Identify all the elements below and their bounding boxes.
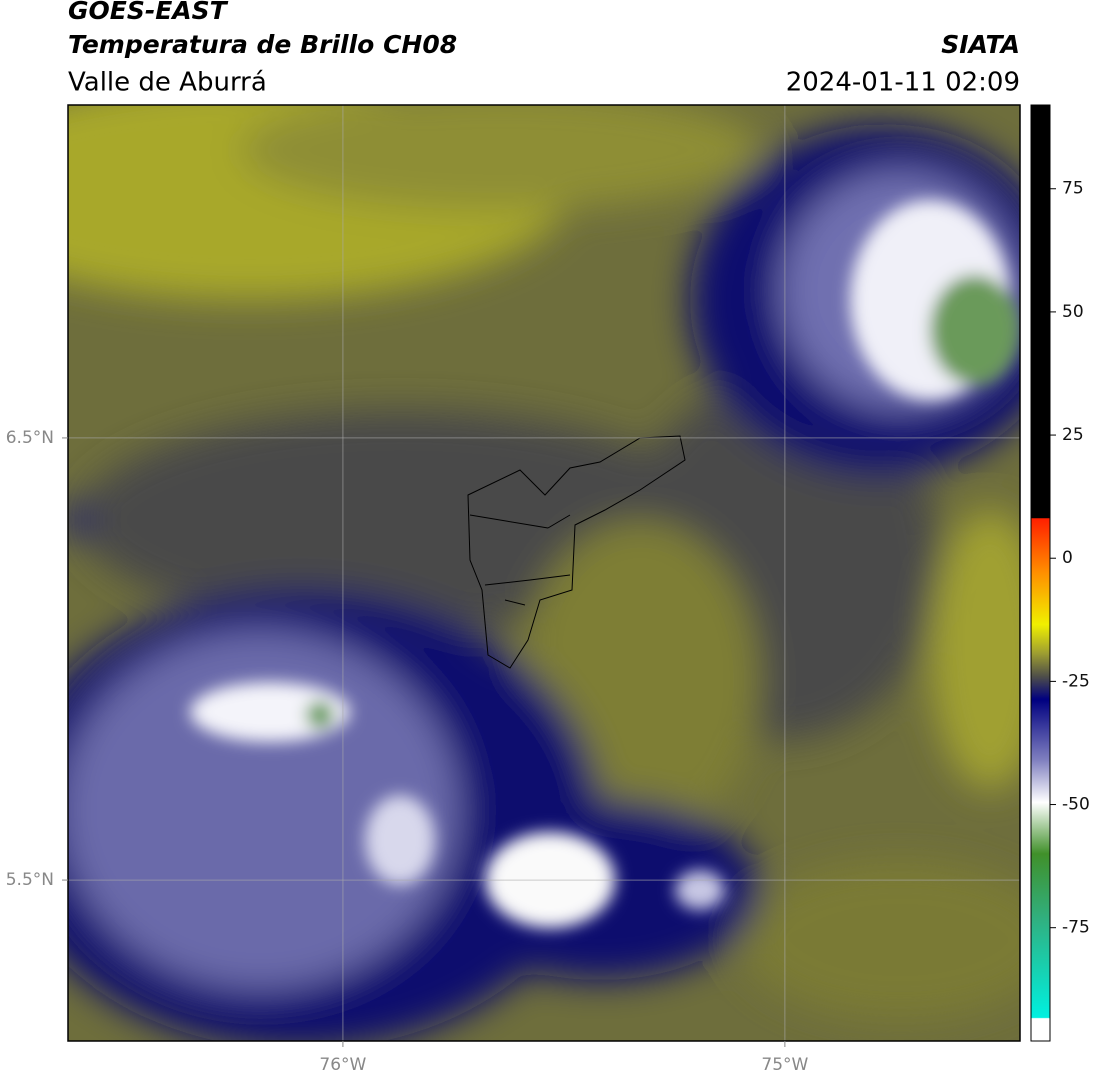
y-tick-label: 6.5°N xyxy=(6,428,54,448)
colorbar-tick-label: -75 xyxy=(1062,918,1090,938)
x-tick-label: 75°W xyxy=(761,1055,808,1075)
datetime: 2024-01-11 02:09 xyxy=(786,68,1020,98)
colorbar xyxy=(1030,104,1051,1042)
colorbar-tick-label: -25 xyxy=(1062,671,1090,691)
x-tick-label: 76°W xyxy=(319,1055,366,1075)
grid xyxy=(68,105,1020,1041)
title: GOES-EAST xyxy=(68,0,229,25)
subtitle: Temperatura de Brillo CH08 xyxy=(68,30,457,59)
satellite-field xyxy=(68,105,1020,1041)
colorbar-tick-label: 25 xyxy=(1062,425,1084,445)
colorbar-tick-label: 0 xyxy=(1062,548,1073,568)
source: SIATA xyxy=(941,30,1020,59)
municipal-boundaries xyxy=(467,435,686,669)
y-tick-label: 5.5°N xyxy=(6,870,54,890)
colorbar-tick-label: 75 xyxy=(1062,179,1084,199)
colorbar-tick-label: -50 xyxy=(1062,795,1090,815)
region: Valle de Aburrá xyxy=(68,68,267,98)
colorbar-tick-label: 50 xyxy=(1062,302,1084,322)
map-frame xyxy=(67,104,1021,1042)
